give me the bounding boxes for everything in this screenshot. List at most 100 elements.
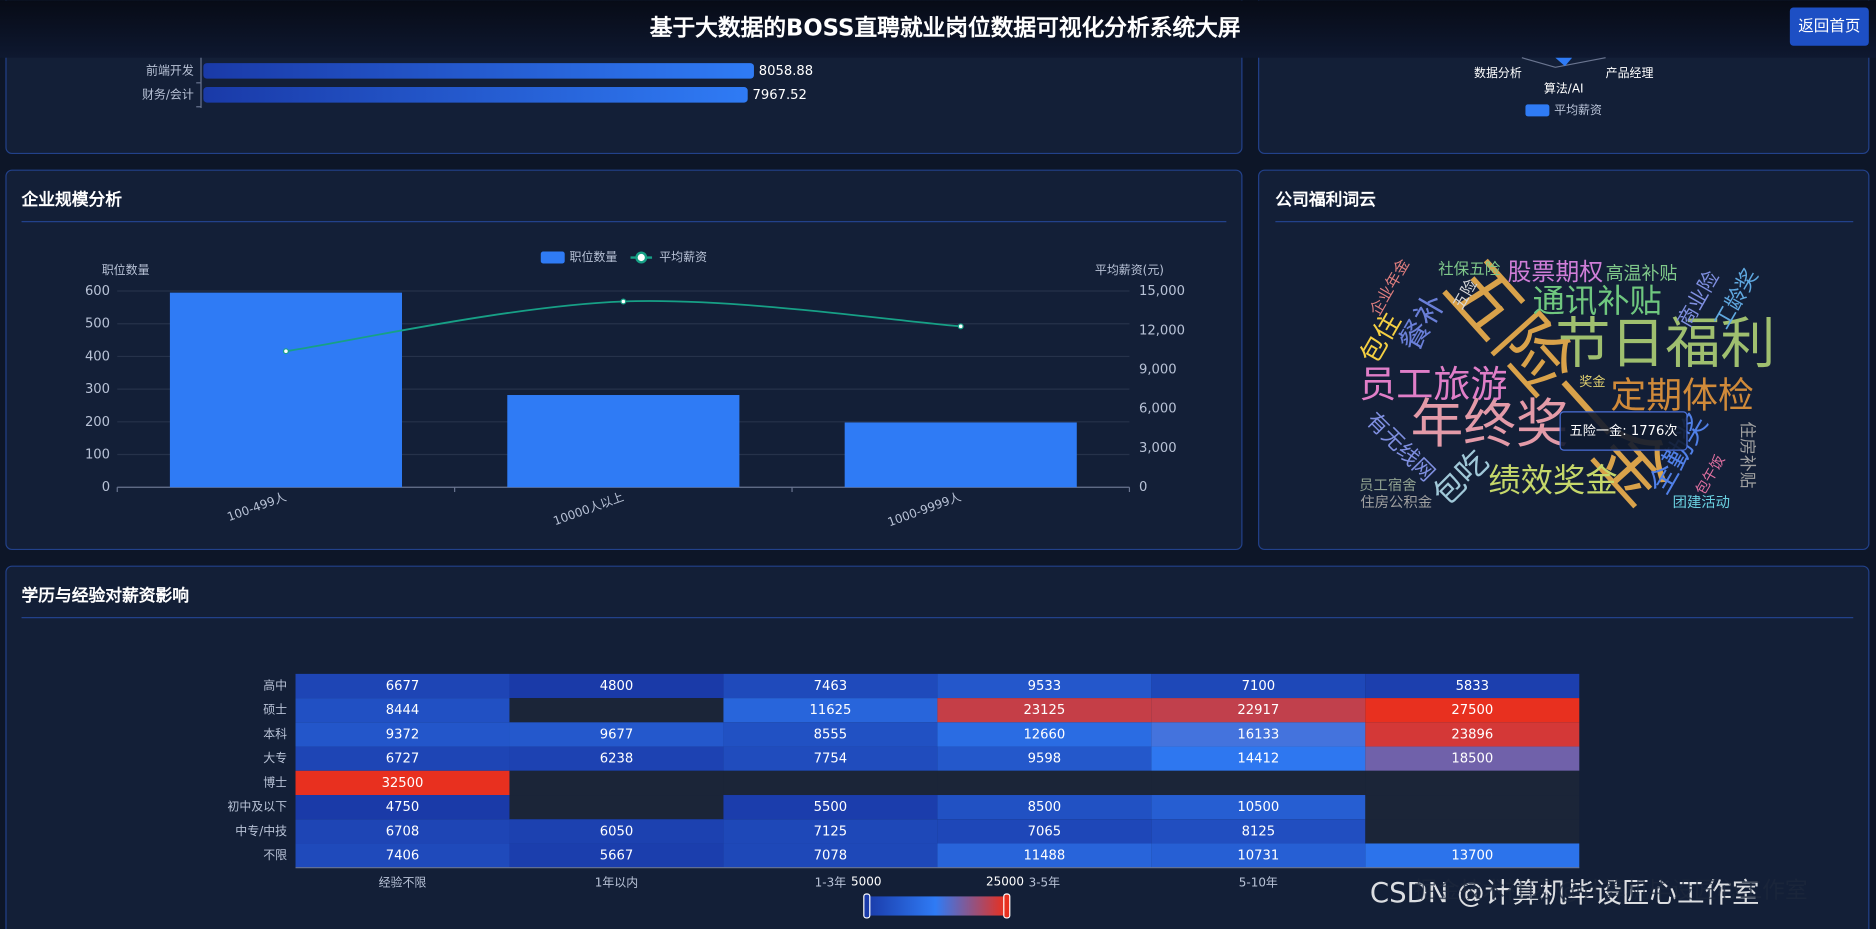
word: 员工旅游 [1359, 363, 1507, 406]
y-tick-label: 硕士 [263, 703, 287, 717]
bar [203, 63, 754, 79]
cell-label: 13700 [1451, 849, 1493, 864]
legend-label: 职位数量 [570, 249, 618, 264]
empty-cell [1365, 795, 1580, 820]
radar-edge [1521, 57, 1606, 68]
cell-label: 7078 [814, 849, 847, 864]
cell-label: 8555 [814, 727, 847, 742]
point [957, 323, 964, 330]
y2-tick-label: 9,000 [1139, 363, 1177, 378]
empty-cell [1365, 819, 1580, 844]
cell [509, 819, 724, 844]
empty-cell [509, 795, 724, 820]
visual-map-handle [1003, 893, 1011, 919]
cell-label: 14412 [1237, 752, 1279, 767]
y2-tick-label: 15,000 [1139, 284, 1185, 299]
back-button[interactable] [1789, 7, 1869, 46]
word: 年终奖 [1411, 394, 1569, 455]
y-tick-label: 300 [85, 382, 110, 397]
bar [844, 422, 1077, 488]
x-tick-label: 经验不限 [379, 875, 427, 890]
cell-label: 5667 [600, 849, 633, 864]
cell-label: 16133 [1237, 727, 1279, 742]
cell-label: 7125 [814, 824, 847, 839]
cell-label: 6727 [386, 752, 419, 767]
cell [723, 746, 938, 771]
cell-label: 4750 [386, 800, 419, 815]
cell [1151, 819, 1366, 844]
cell [295, 673, 510, 699]
cell-label: 8500 [1028, 800, 1061, 815]
cell [509, 746, 724, 771]
cell-label: 9598 [1028, 752, 1061, 767]
data-label: 7967.52 [752, 88, 806, 103]
cell-label: 12660 [1023, 727, 1065, 742]
legend-swatch [1525, 104, 1550, 117]
cell [1151, 746, 1366, 771]
cell [1151, 843, 1366, 868]
empty-cell [509, 770, 724, 796]
cell [937, 746, 1152, 771]
cell [723, 673, 938, 699]
legend-label: 平均薪资 [659, 250, 707, 264]
cell [295, 722, 510, 747]
y2-tick-label: 6,000 [1139, 402, 1177, 417]
cell-label: 4800 [600, 679, 633, 694]
word: 绩效奖金 [1488, 461, 1617, 499]
word: 社保五险 [1438, 260, 1501, 278]
y-tick-label: 博士 [263, 774, 287, 789]
cell-label: 7100 [1242, 679, 1275, 694]
panel-title: 学历与经验对薪资影响 [22, 585, 190, 605]
word: 员工宿舍 [1359, 477, 1416, 494]
empty-cell [937, 770, 1152, 796]
cell [509, 673, 724, 699]
y-tick-label: 前端开发 [146, 62, 194, 77]
cell-label: 8125 [1242, 824, 1275, 839]
y-tick-label: 0 [102, 480, 110, 495]
x-tick-label: 3-5年 [1029, 876, 1061, 890]
y-tick-label: 财务/会计 [142, 86, 194, 101]
cell [295, 770, 510, 796]
word: 节日福利 [1555, 311, 1775, 375]
empty-cell [1365, 770, 1580, 796]
x-tick-label: 1-3年 [815, 876, 847, 890]
watermark: CSDN @计算机毕设匠心工作室 [1370, 877, 1760, 909]
cell [295, 746, 510, 771]
cell-label: 6677 [386, 679, 419, 694]
back-button-label[interactable]: 返回首页 [1798, 17, 1860, 35]
indicator-label: 算法/AI [1544, 80, 1584, 95]
y-tick-label: 400 [85, 349, 110, 364]
axis-title: 平均薪资(元) [1095, 263, 1164, 277]
y-tick-label: 中专/中技 [235, 823, 287, 838]
word: 股票期权 [1508, 258, 1604, 286]
cell [937, 698, 1152, 723]
cell [509, 843, 724, 868]
cell [1151, 698, 1366, 723]
cell [937, 673, 1152, 699]
radar-area [1555, 57, 1573, 67]
cell-label: 32500 [382, 776, 424, 791]
cell [723, 698, 938, 723]
legend-swatch [540, 251, 565, 264]
word: 住房补贴 [1738, 421, 1758, 488]
visual-map-bar [866, 896, 1005, 916]
y-tick-label: 高中 [263, 677, 287, 692]
empty-cell [723, 770, 938, 796]
cell [1365, 673, 1580, 699]
bar [203, 87, 748, 103]
cell [937, 795, 1152, 820]
y2-tick-label: 12,000 [1139, 323, 1185, 338]
cell [295, 819, 510, 844]
page-title: 基于大数据的BOSS直聘就业岗位数据可视化分析系统大屏 [650, 14, 1241, 41]
empty-cell [509, 698, 724, 723]
cell-label: 6238 [600, 752, 633, 767]
cell-label: 5500 [814, 800, 847, 815]
cell-label: 7065 [1028, 824, 1061, 839]
cell-label: 10731 [1237, 849, 1279, 864]
cell-label: 7406 [386, 849, 419, 864]
cell [937, 722, 1152, 747]
cell [295, 795, 510, 820]
cell [723, 843, 938, 868]
word: 团建活动 [1673, 494, 1730, 511]
